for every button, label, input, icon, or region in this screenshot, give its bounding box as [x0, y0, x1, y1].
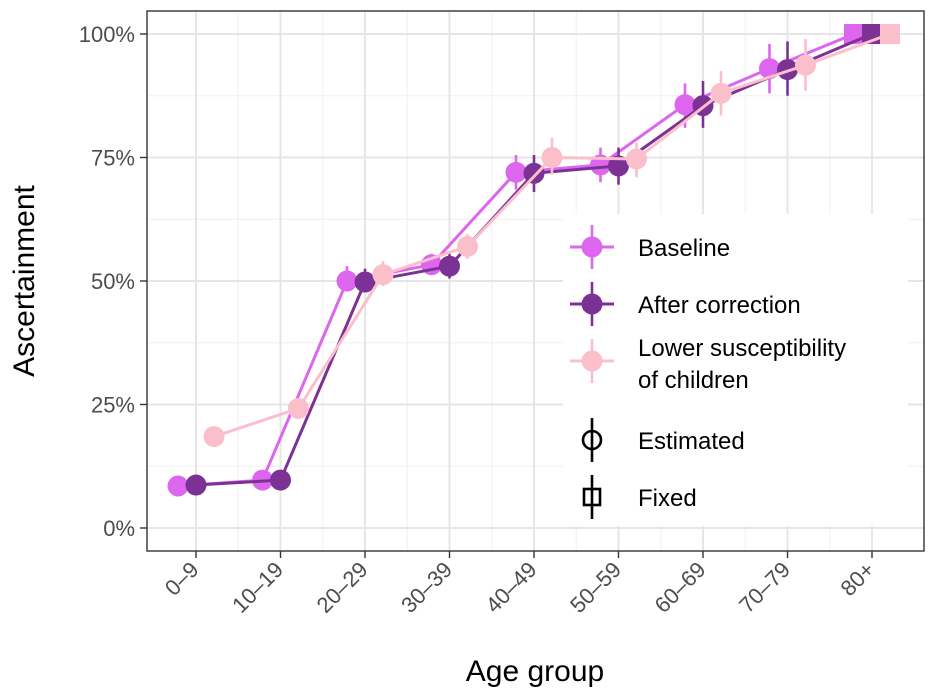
data-point — [167, 475, 189, 497]
data-point — [626, 148, 647, 170]
y-tick-label: 25% — [91, 393, 135, 418]
x-axis-title: Age group — [466, 655, 604, 688]
legend: Baseline After correction Lower susceptibi… — [563, 214, 908, 526]
y-tick-label: 100% — [79, 22, 135, 47]
data-point — [288, 397, 309, 419]
y-tick-label: 75% — [91, 146, 135, 171]
data-point — [541, 147, 563, 168]
legend-marker — [581, 293, 603, 315]
legend-shape-circle — [581, 429, 603, 451]
data-point — [354, 271, 376, 293]
data-point — [336, 270, 358, 292]
data-point — [505, 161, 527, 183]
y-tick-label: 50% — [91, 269, 135, 294]
legend-label: of children — [638, 367, 749, 394]
data-point — [439, 255, 460, 277]
legend-marker — [581, 236, 603, 258]
data-point — [185, 474, 207, 496]
legend-label: After correction — [638, 292, 801, 319]
data-point — [270, 469, 291, 491]
legend-label: Estimated — [638, 428, 745, 455]
y-tick-label: 0% — [103, 516, 135, 541]
legend-label: Baseline — [638, 235, 730, 262]
y-axis-title: Ascertainment — [8, 184, 41, 376]
legend-marker — [581, 350, 603, 372]
data-point — [203, 426, 225, 448]
data-point — [674, 94, 696, 116]
series-layer — [167, 24, 900, 497]
legend-label: Lower susceptibility — [638, 335, 846, 362]
data-point — [710, 82, 732, 104]
legend-background — [563, 214, 908, 526]
data-point — [372, 264, 394, 286]
data-point — [457, 235, 478, 257]
legend-shape-square — [582, 487, 602, 507]
data-point — [523, 162, 545, 184]
legend-label: Fixed — [638, 485, 697, 512]
data-point — [608, 155, 629, 177]
data-point — [795, 54, 816, 76]
data-point-square — [880, 24, 900, 44]
series-2 — [203, 24, 900, 448]
